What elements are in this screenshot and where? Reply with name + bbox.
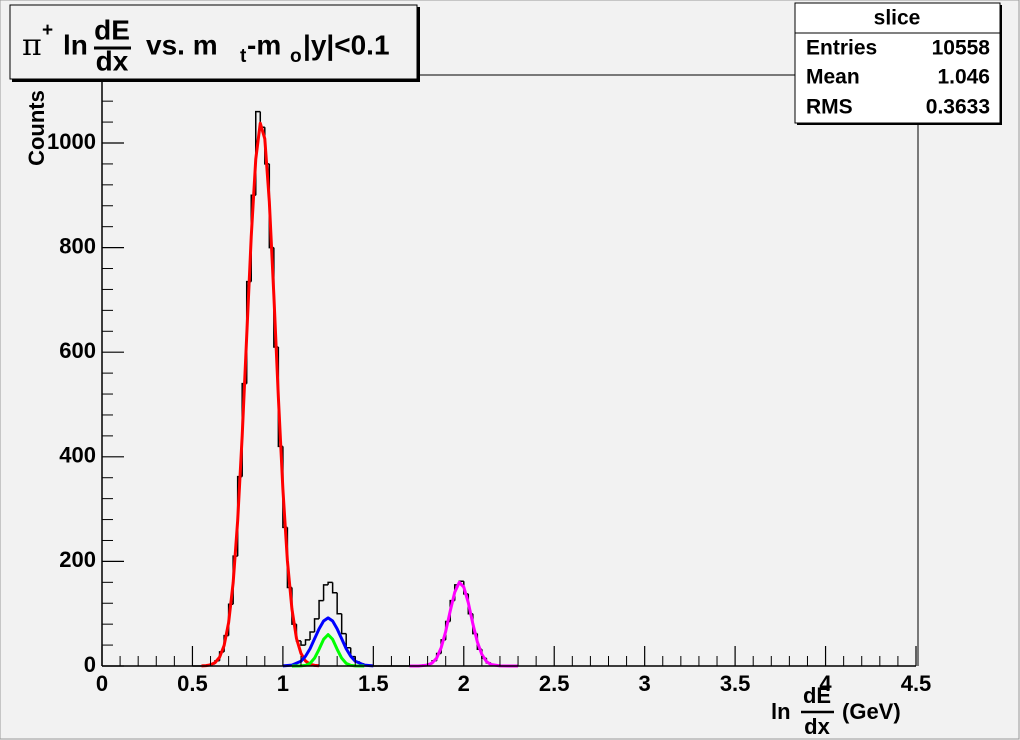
title-part: |y|<0.1 <box>303 29 390 60</box>
fit-curve <box>201 121 320 668</box>
x-tick-label: 1 <box>277 671 289 696</box>
histogram-bin <box>313 618 320 633</box>
histogram-bin <box>309 631 315 640</box>
y-tick-label: 600 <box>59 338 96 363</box>
x-tick-label: 0 <box>96 671 108 696</box>
y-tick-label: 1000 <box>47 129 96 154</box>
stats-title: slice <box>874 7 921 30</box>
title-frame <box>9 4 418 80</box>
fit-curve <box>282 616 374 668</box>
histogram-bin <box>327 581 333 585</box>
x-label-part: ln <box>771 699 791 724</box>
x-tick-label: 4 <box>819 671 832 696</box>
histogram-bin <box>340 613 347 635</box>
title-part: ln <box>63 29 88 60</box>
x-tick-label: 2 <box>458 671 470 696</box>
y-axis-label: Counts <box>24 90 49 166</box>
title-part: dx <box>96 45 129 76</box>
histogram-bin <box>318 599 324 619</box>
x-tick-label: 2.5 <box>539 671 570 696</box>
y-tick-label: 0 <box>84 652 96 677</box>
fit-curve <box>409 580 519 668</box>
x-axis-label: ln dE dx (GeV) <box>771 683 901 739</box>
stats-name: Entries <box>806 37 877 60</box>
x-tick-label: 3 <box>639 671 651 696</box>
y-tick-label: 200 <box>59 547 96 572</box>
histogram-bin <box>322 584 329 601</box>
fit-curve <box>291 633 365 668</box>
histogram-bin <box>336 592 342 615</box>
x-label-part: dx <box>804 714 830 739</box>
stats-value: 0.3633 <box>926 96 990 119</box>
histogram-bin <box>304 639 311 646</box>
x-label-part: dE <box>803 683 831 708</box>
x-label-part: (GeV) <box>842 699 901 724</box>
y-tick-label: 800 <box>59 233 96 258</box>
stats-name: Mean <box>806 66 860 89</box>
stats-name: RMS <box>806 96 853 119</box>
x-tick-label: 4.5 <box>901 671 932 696</box>
stats-value: 1.046 <box>937 66 990 89</box>
histogram-bin <box>331 582 338 594</box>
x-tick-label: 1.5 <box>358 671 389 696</box>
histogram-bin <box>300 640 306 646</box>
stats-value: 10558 <box>932 37 991 60</box>
title-part: -m <box>247 29 281 60</box>
title-part: π <box>22 28 42 63</box>
title-part: o <box>290 46 302 67</box>
title-part: vs. m <box>146 29 218 60</box>
stats-frame <box>794 2 1001 124</box>
plot-area: 0 0.5 1 1.5 2 2.5 3 3.5 4 4.5 0 200 400 600 800 1000 <box>47 74 932 696</box>
x-tick-label: 3.5 <box>720 671 751 696</box>
title-part: + <box>42 20 53 41</box>
title-part: dE <box>94 14 130 45</box>
stats-box: slice Entries 10558 Mean 1.046 RMS 0.363… <box>794 2 1002 125</box>
y-tick-label: 400 <box>59 443 96 468</box>
title-box: π + ln dE dx vs. m t -m o |y|<0.1 <box>9 4 420 82</box>
title-part: t <box>240 46 247 67</box>
x-tick-label: 0.5 <box>177 671 208 696</box>
